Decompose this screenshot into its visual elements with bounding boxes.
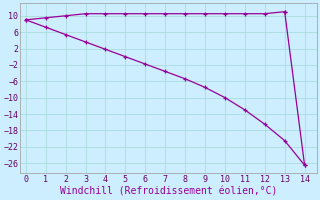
X-axis label: Windchill (Refroidissement éolien,°C): Windchill (Refroidissement éolien,°C) bbox=[60, 187, 277, 197]
